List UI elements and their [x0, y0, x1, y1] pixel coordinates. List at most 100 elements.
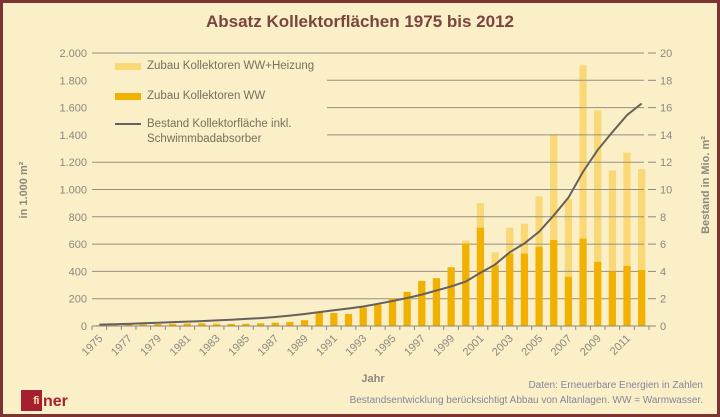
legend-item-bestand: Bestand Kollektorfläche inkl. Schwimmbad… [115, 117, 291, 147]
bar-ww-1983 [212, 324, 221, 326]
legend-swatch-bestand-line [115, 123, 141, 125]
bar-ww-1986 [256, 323, 265, 326]
left-axis-tick-label: 800 [69, 212, 87, 224]
left-axis-tick-label: 1.600 [59, 103, 87, 115]
x-axis-title: Jahr [361, 373, 385, 385]
right-axis-tick-label: 14 [660, 130, 672, 142]
right-axis-tick-label: 20 [660, 48, 672, 60]
bar-ww-1999 [447, 267, 455, 326]
chart-plot: 0 0 200 2 400 4 600 6 800 8 1.000 10 1.200 12 1.400 14 1… [59, 48, 672, 359]
bar-ww-1994 [374, 304, 382, 326]
bar-ww-1993 [359, 307, 367, 326]
legend-swatch-ww-heizung [115, 63, 141, 70]
bar-ww-1977 [125, 324, 133, 326]
right-axis-tick-label: 4 [660, 266, 666, 278]
logo-fi: fi [33, 395, 39, 407]
year-label: 1977 [109, 333, 135, 359]
year-label: 1995 [373, 333, 399, 359]
finer-logo: fi ner [21, 390, 68, 411]
bar-ww-2004 [520, 253, 529, 326]
left-axis-tick-label: 0 [81, 321, 87, 333]
year-label: 1987 [256, 333, 282, 359]
right-axis-tick-label: 18 [660, 75, 672, 87]
bestand-line [99, 102, 643, 326]
right-axis-tick-label: 12 [660, 157, 672, 169]
year-label: 1993 [343, 333, 369, 359]
bar-ww-heizung-2011 [623, 152, 631, 326]
bar-ww-1978 [139, 324, 147, 326]
year-label: 1997 [402, 333, 428, 359]
bar-ww-1990 [315, 312, 323, 326]
bar-ww-1980 [169, 323, 177, 326]
left-axis-tick-label: 1.400 [59, 130, 87, 142]
bar-ww-2002 [491, 265, 499, 326]
right-axis-tick-label: 8 [660, 212, 666, 224]
year-label: 2009 [578, 333, 604, 359]
left-axis-title: in 1.000 m² [18, 161, 30, 219]
right-axis-tick-label: 2 [660, 294, 666, 306]
left-axis-tick-label: 200 [69, 294, 87, 306]
year-label: 1985 [226, 333, 252, 359]
year-label: 1975 [80, 333, 106, 359]
legend-label: Zubau Kollektoren WW+Heizung [147, 60, 315, 72]
legend: Zubau Kollektoren WW+Heizung Zubau Kolle… [91, 56, 327, 153]
left-axis-tick-label: 400 [69, 266, 87, 278]
bar-ww-1982 [198, 323, 206, 326]
footnote: Bestandsentwicklung berücksichtigt Abbau… [349, 395, 703, 406]
bar-ww-heizung-2009 [594, 110, 602, 326]
year-label: 1979 [138, 333, 164, 359]
bar-ww-1988 [286, 321, 294, 326]
right-axis-tick-label: 10 [660, 185, 672, 197]
bar-ww-1976 [110, 324, 118, 326]
right-axis-tick-label: 0 [660, 321, 666, 333]
bar-ww-1989 [300, 320, 309, 326]
bar-ww-2009 [594, 261, 602, 326]
left-axis-tick-label: 600 [69, 239, 87, 251]
bar-ww-2006 [550, 240, 558, 326]
footer-notes: Daten: Erneuerbare Energien in Zahlen Be… [350, 378, 703, 408]
bar-ww-1991 [330, 313, 338, 326]
bar-ww-1984 [227, 323, 235, 326]
year-label: 1989 [285, 333, 311, 359]
bar-ww-2003 [506, 253, 514, 326]
left-axis-tick-label: 2.000 [59, 48, 87, 60]
left-axis-tick-label: 1.800 [59, 75, 87, 87]
year-label: 1981 [168, 333, 194, 359]
bar-ww-2010 [608, 271, 616, 326]
bar-ww-2005 [535, 246, 543, 326]
bar-ww-2008 [579, 238, 587, 326]
bar-ww-heizung-1983 [212, 322, 221, 326]
bar-ww-2011 [623, 265, 631, 326]
bar-ww-heizung-2006 [550, 134, 558, 326]
bar-ww-heizung-2008 [579, 65, 587, 326]
right-axis-title: Bestand in Mio. m² [700, 136, 712, 234]
bar-ww-1987 [271, 322, 279, 326]
bar-ww-1981 [183, 323, 191, 326]
bar-ww-2000 [462, 243, 470, 326]
legend-label: Bestand Kollektorfläche inkl. Schwimmbad… [147, 118, 292, 145]
bar-ww-1997 [418, 280, 426, 326]
legend-label: Zubau Kollektoren WW [147, 90, 266, 102]
bar-ww-heizung-2010 [608, 170, 616, 326]
bar-ww-1995 [388, 298, 397, 326]
bar-ww-2001 [476, 227, 485, 326]
bar-ww-heizung-2012 [638, 169, 646, 326]
left-axis-tick-label: 1.200 [59, 157, 87, 169]
left-axis-tick-label: 1.000 [59, 185, 87, 197]
year-label: 1983 [197, 333, 223, 359]
year-label: 2001 [461, 333, 487, 359]
right-axis-tick-label: 16 [660, 103, 672, 115]
bar-ww-1985 [242, 323, 250, 326]
bar-ww-2007 [564, 276, 572, 326]
year-label: 2005 [519, 333, 545, 359]
right-axis-tick-label: 6 [660, 239, 666, 251]
legend-swatch-ww [115, 93, 141, 100]
source-note: Daten: Erneuerbare Energien in Zahlen [528, 380, 703, 391]
bar-ww-1979 [154, 324, 162, 326]
year-label: 2007 [549, 333, 575, 359]
bar-ww-heizung-2007 [564, 199, 572, 326]
bar-ww-1996 [403, 291, 411, 326]
bar-ww-2012 [638, 270, 646, 326]
year-label: 2011 [608, 333, 633, 358]
